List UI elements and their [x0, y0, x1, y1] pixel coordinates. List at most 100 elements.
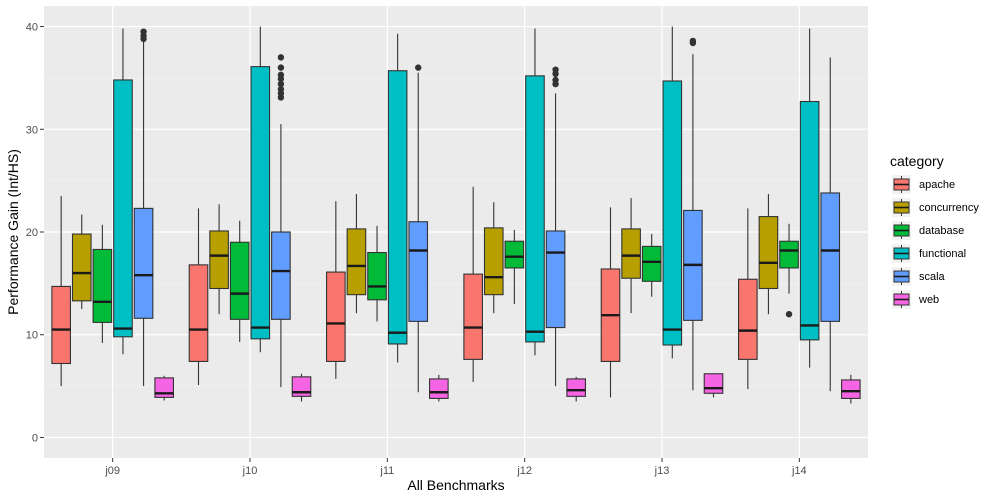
box-database-j10	[229, 220, 250, 342]
box-scala-j14	[820, 57, 841, 392]
box-concurrency-j13	[621, 198, 641, 314]
box-apache-j14	[738, 208, 758, 390]
x-tick-label: j14	[791, 465, 807, 477]
box-body	[271, 231, 291, 320]
box-concurrency-j09	[71, 214, 92, 310]
box-database-j13	[641, 234, 662, 297]
box-body	[229, 241, 250, 320]
box-apache-j13	[600, 207, 621, 398]
box-body	[250, 66, 271, 340]
grid-lines	[44, 6, 868, 458]
box-database-j12	[504, 229, 525, 304]
box-layer	[51, 26, 861, 404]
box-web-j09	[154, 375, 174, 401]
outlier-point	[277, 54, 285, 61]
box-functional-j11	[387, 33, 408, 363]
legend-items: apache concurrency database functional scala…	[892, 175, 979, 309]
box-body	[621, 228, 641, 279]
box-database-j11	[367, 225, 387, 322]
box-body	[346, 228, 367, 296]
box-body	[703, 373, 724, 394]
outlier-point	[140, 28, 147, 35]
x-axis-title: All Benchmarks	[407, 477, 504, 493]
legend-item-concurrency: concurrency	[892, 198, 979, 217]
box-database-j09	[92, 224, 113, 343]
legend-label: concurrency	[919, 202, 979, 214]
y-tick-label: 30	[26, 124, 38, 136]
legend-title: category	[890, 153, 944, 169]
legend-label: database	[919, 225, 964, 237]
box-concurrency-j14	[758, 193, 779, 315]
box-body	[92, 248, 113, 323]
legend-label: apache	[919, 179, 955, 191]
legend-item-database: database	[892, 221, 964, 240]
box-body	[326, 271, 346, 362]
x-tick-label: j11	[379, 465, 394, 477]
box-web-j11	[429, 374, 449, 402]
box-body	[504, 240, 525, 269]
box-body	[71, 233, 92, 302]
legend-label: scala	[919, 271, 946, 283]
box-scala-j13	[683, 37, 703, 391]
outlier-point	[785, 310, 793, 318]
legend-label: functional	[919, 248, 966, 260]
box-concurrency-j11	[346, 193, 367, 314]
x-tick-label: j12	[516, 465, 532, 477]
box-functional-j09	[113, 28, 133, 355]
y-tick-label: 0	[32, 432, 38, 444]
x-tick-label: j13	[654, 465, 670, 477]
y-tick-label: 40	[26, 22, 38, 34]
outlier-point	[277, 80, 285, 88]
legend: category apache concurrency database functi…	[890, 153, 979, 309]
box-apache-j09	[51, 196, 71, 387]
y-tick-label: 20	[26, 227, 38, 239]
box-body	[841, 379, 861, 399]
box-functional-j13	[662, 26, 683, 359]
x-tick-label: j10	[242, 465, 258, 477]
box-body	[188, 264, 209, 362]
box-body	[387, 70, 408, 345]
box-functional-j10	[250, 26, 271, 353]
box-body	[483, 227, 504, 296]
box-scala-j10	[271, 54, 291, 388]
box-body	[758, 216, 779, 290]
legend-item-web: web	[892, 290, 939, 309]
box-body	[51, 285, 71, 365]
outlier-point	[277, 71, 285, 79]
box-body	[566, 378, 586, 397]
box-functional-j14	[799, 28, 820, 368]
outlier-point	[689, 37, 697, 45]
box-web-j12	[566, 376, 586, 402]
box-apache-j11	[326, 201, 346, 379]
box-apache-j12	[463, 186, 483, 382]
box-concurrency-j12	[483, 202, 504, 314]
x-tick-label: j09	[104, 465, 120, 477]
box-body	[429, 378, 449, 399]
box-body	[133, 207, 154, 319]
outlier-point	[552, 76, 559, 84]
box-body	[545, 230, 566, 329]
box-body	[113, 79, 133, 338]
legend-item-apache: apache	[892, 175, 955, 194]
box-body	[525, 75, 545, 343]
y-axis-title: Performance Gain (Int/HS)	[5, 149, 21, 315]
box-body	[662, 80, 683, 346]
y-tick-label: 10	[26, 330, 38, 342]
box-database-j14	[779, 223, 799, 318]
box-web-j13	[703, 373, 724, 398]
outlier-point	[277, 64, 285, 71]
outlier-point	[277, 86, 285, 93]
box-web-j14	[841, 374, 861, 404]
box-body	[641, 245, 662, 282]
legend-label: web	[918, 294, 939, 306]
legend-item-functional: functional	[892, 244, 966, 263]
box-body	[463, 273, 483, 360]
box-body	[209, 230, 229, 290]
axes: 0 10 20 30 40 j09 j10 j11 j12 j13 j14	[26, 22, 807, 477]
box-body	[408, 221, 429, 322]
box-web-j10	[291, 373, 312, 402]
box-body	[820, 192, 841, 322]
box-scala-j11	[408, 64, 429, 393]
